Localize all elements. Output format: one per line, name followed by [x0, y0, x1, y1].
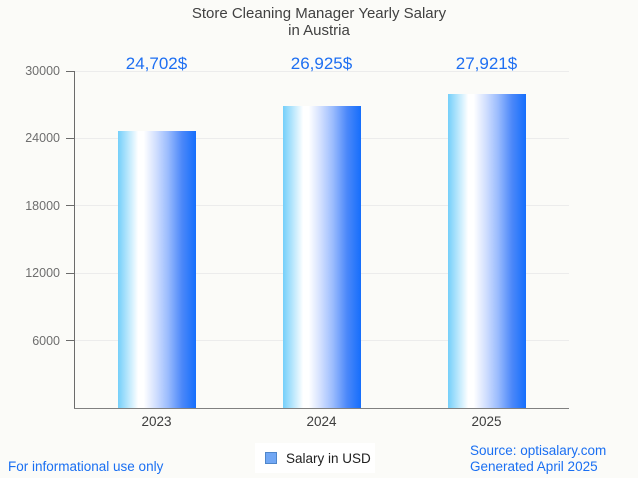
y-axis-line: [74, 71, 75, 408]
legend-marker-icon: [265, 452, 277, 464]
bar-value-label-2023: 24,702$: [125, 54, 188, 73]
generated-line: Generated April 2025: [470, 459, 598, 474]
chart-title: Store Cleaning Manager Yearly Salary in …: [0, 5, 638, 39]
y-tick-18000: [66, 205, 74, 207]
disclaimer-text: For informational use only: [8, 459, 164, 474]
chart-title-line2: in Austria: [288, 22, 350, 39]
x-axis-label-2024: 2024: [306, 414, 337, 429]
gridline-30000: [74, 70, 569, 72]
y-axis-label-6000: 6000: [32, 333, 60, 348]
y-tick-30000: [66, 70, 74, 72]
y-axis-label-12000: 12000: [25, 266, 60, 281]
x-axis-label-2025: 2025: [471, 414, 502, 429]
bar-2024[interactable]: [282, 105, 361, 408]
y-tick-6000: [66, 340, 74, 342]
chart-title-line1: Store Cleaning Manager Yearly Salary: [191, 5, 447, 22]
bar-value-label-2024: 26,925$: [290, 54, 353, 73]
bar-2025[interactable]: [447, 94, 526, 408]
source-line: Source: optisalary.com: [470, 443, 607, 458]
bar-value-label-2025: 27,921$: [455, 54, 518, 73]
bar-2023[interactable]: [117, 130, 196, 408]
legend-label: Salary in USD: [286, 450, 371, 466]
legend: Salary in USD: [255, 443, 375, 473]
x-axis-label-2023: 2023: [141, 414, 172, 429]
y-axis-label-30000: 30000: [25, 64, 60, 78]
source-attribution: Source: optisalary.com Generated April 2…: [470, 443, 606, 475]
x-axis-line: [74, 407, 569, 409]
y-tick-12000: [66, 272, 74, 274]
y-tick-24000: [66, 137, 74, 139]
y-axis-label-18000: 18000: [25, 198, 60, 213]
y-axis-label-24000: 24000: [25, 131, 60, 146]
